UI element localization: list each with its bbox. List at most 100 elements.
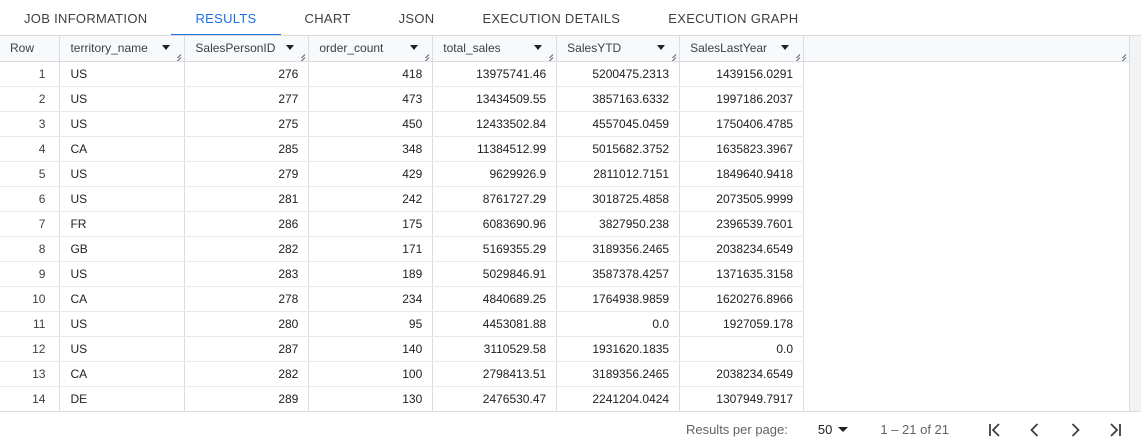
cell-sales-ytd[interactable]: 3189356.2465	[556, 236, 681, 262]
cell-order-count[interactable]: 175	[308, 211, 434, 237]
cell-sales-last-year[interactable]: 1307949.7917	[679, 386, 805, 411]
table-row[interactable]: 11 US 280 95 4453081.88 0.0 1927059.178	[0, 311, 1129, 337]
cell-row-number[interactable]: 14	[0, 386, 61, 411]
cell-total-sales[interactable]: 5029846.91	[432, 261, 558, 287]
cell-sales-person-id[interactable]: 276	[184, 61, 310, 87]
cell-total-sales[interactable]: 2476530.47	[432, 386, 558, 411]
cell-sales-person-id[interactable]: 287	[184, 336, 310, 362]
cell-sales-person-id[interactable]: 280	[184, 311, 310, 337]
cell-order-count[interactable]: 130	[308, 386, 434, 411]
cell-territory-name[interactable]: CA	[59, 136, 186, 162]
cell-total-sales[interactable]: 9629926.9	[432, 161, 558, 187]
cell-order-count[interactable]: 348	[308, 136, 434, 162]
caret-down-icon[interactable]	[410, 45, 419, 50]
cell-sales-last-year[interactable]: 1750406.4785	[679, 111, 805, 137]
table-row[interactable]: 12 US 287 140 3110529.58 1931620.1835 0.0	[0, 336, 1129, 362]
cell-sales-ytd[interactable]: 3189356.2465	[556, 361, 681, 387]
vertical-scrollbar[interactable]	[1130, 36, 1141, 411]
tab-results[interactable]: RESULTS	[171, 0, 281, 36]
cell-sales-ytd[interactable]: 2241204.0424	[556, 386, 681, 411]
cell-territory-name[interactable]: GB	[59, 236, 186, 262]
table-row[interactable]: 4 CA 285 348 11384512.99 5015682.3752 1635823.…	[0, 136, 1129, 162]
cell-sales-last-year[interactable]: 2073505.9999	[679, 186, 805, 212]
cell-sales-person-id[interactable]: 275	[184, 111, 310, 137]
cell-sales-ytd[interactable]: 0.0	[556, 311, 681, 337]
cell-territory-name[interactable]: US	[59, 111, 186, 137]
cell-total-sales[interactable]: 11384512.99	[432, 136, 558, 162]
tab-json[interactable]: JSON	[398, 10, 435, 26]
cell-sales-last-year[interactable]: 2038234.6549	[679, 236, 805, 262]
cell-sales-ytd[interactable]: 5200475.2313	[556, 61, 681, 87]
cell-total-sales[interactable]: 8761727.29	[432, 186, 558, 212]
cell-territory-name[interactable]: US	[59, 261, 186, 287]
table-row[interactable]: 1 US 276 418 13975741.46 5200475.2313 1439156.…	[0, 61, 1129, 87]
cell-order-count[interactable]: 100	[308, 361, 434, 387]
cell-total-sales[interactable]: 13434509.55	[432, 86, 558, 112]
cell-territory-name[interactable]: FR	[59, 211, 186, 237]
cell-order-count[interactable]: 95	[308, 311, 434, 337]
cell-order-count[interactable]: 418	[308, 61, 434, 87]
cell-row-number[interactable]: 11	[0, 311, 61, 337]
cell-territory-name[interactable]: US	[59, 336, 186, 362]
table-row[interactable]: 13 CA 282 100 2798413.51 3189356.2465 2038234.…	[0, 361, 1129, 387]
header-territory-name[interactable]: territory_name	[59, 36, 186, 62]
cell-sales-ytd[interactable]: 3827950.238	[556, 211, 681, 237]
cell-row-number[interactable]: 5	[0, 161, 61, 187]
cell-sales-ytd[interactable]: 3018725.4858	[556, 186, 681, 212]
next-page-button[interactable]	[1055, 412, 1095, 448]
header-sales-ytd[interactable]: SalesYTD	[556, 36, 681, 62]
caret-down-icon[interactable]	[286, 45, 295, 50]
table-row[interactable]: 3 US 275 450 12433502.84 4557045.0459 1750406.…	[0, 111, 1129, 137]
cell-sales-last-year[interactable]: 0.0	[679, 336, 805, 362]
cell-total-sales[interactable]: 4840689.25	[432, 286, 558, 312]
header-total-sales[interactable]: total_sales	[432, 36, 558, 62]
table-row[interactable]: 2 US 277 473 13434509.55 3857163.6332 1997186.…	[0, 86, 1129, 112]
rows-per-page-select[interactable]: 50	[818, 422, 849, 437]
previous-page-button[interactable]	[1015, 412, 1055, 448]
cell-territory-name[interactable]: DE	[59, 386, 186, 411]
cell-row-number[interactable]: 6	[0, 186, 61, 212]
resize-grip-icon[interactable]	[174, 51, 181, 58]
cell-row-number[interactable]: 7	[0, 211, 61, 237]
cell-sales-last-year[interactable]: 1927059.178	[679, 311, 805, 337]
cell-order-count[interactable]: 234	[308, 286, 434, 312]
cell-sales-last-year[interactable]: 1635823.3967	[679, 136, 805, 162]
cell-total-sales[interactable]: 5169355.29	[432, 236, 558, 262]
cell-sales-person-id[interactable]: 286	[184, 211, 310, 237]
cell-sales-person-id[interactable]: 285	[184, 136, 310, 162]
cell-sales-last-year[interactable]: 1849640.9418	[679, 161, 805, 187]
cell-sales-last-year[interactable]: 2038234.6549	[679, 361, 805, 387]
resize-grip-icon[interactable]	[669, 51, 676, 58]
tab-chart[interactable]: CHART	[304, 10, 351, 26]
table-row[interactable]: 5 US 279 429 9629926.9 2811012.7151 1849640.94…	[0, 161, 1129, 187]
cell-total-sales[interactable]: 13975741.46	[432, 61, 558, 87]
cell-row-number[interactable]: 10	[0, 286, 61, 312]
results-grid[interactable]: Row territory_name SalesPersonID order_c…	[0, 36, 1130, 411]
cell-sales-person-id[interactable]: 282	[184, 361, 310, 387]
cell-sales-ytd[interactable]: 2811012.7151	[556, 161, 681, 187]
cell-order-count[interactable]: 429	[308, 161, 434, 187]
cell-sales-person-id[interactable]: 279	[184, 161, 310, 187]
resize-grip-icon[interactable]	[793, 51, 800, 58]
cell-row-number[interactable]: 9	[0, 261, 61, 287]
tab-execution-graph[interactable]: EXECUTION GRAPH	[668, 10, 799, 26]
cell-sales-person-id[interactable]: 282	[184, 236, 310, 262]
caret-down-icon[interactable]	[162, 45, 171, 50]
cell-territory-name[interactable]: US	[59, 186, 186, 212]
resize-grip-icon[interactable]	[298, 51, 305, 58]
cell-territory-name[interactable]: US	[59, 61, 186, 87]
header-sales-person-id[interactable]: SalesPersonID	[184, 36, 310, 62]
caret-down-icon[interactable]	[657, 45, 666, 50]
cell-order-count[interactable]: 171	[308, 236, 434, 262]
cell-row-number[interactable]: 12	[0, 336, 61, 362]
table-row[interactable]: 6 US 281 242 8761727.29 3018725.4858 2073505.9…	[0, 186, 1129, 212]
cell-sales-last-year[interactable]: 1997186.2037	[679, 86, 805, 112]
cell-row-number[interactable]: 8	[0, 236, 61, 262]
table-row[interactable]: 9 US 283 189 5029846.91 3587378.4257 1371635.3…	[0, 261, 1129, 287]
cell-total-sales[interactable]: 2798413.51	[432, 361, 558, 387]
cell-territory-name[interactable]: US	[59, 311, 186, 337]
table-row[interactable]: 10 CA 278 234 4840689.25 1764938.9859 1620276.…	[0, 286, 1129, 312]
cell-order-count[interactable]: 242	[308, 186, 434, 212]
cell-sales-ytd[interactable]: 4557045.0459	[556, 111, 681, 137]
cell-order-count[interactable]: 473	[308, 86, 434, 112]
